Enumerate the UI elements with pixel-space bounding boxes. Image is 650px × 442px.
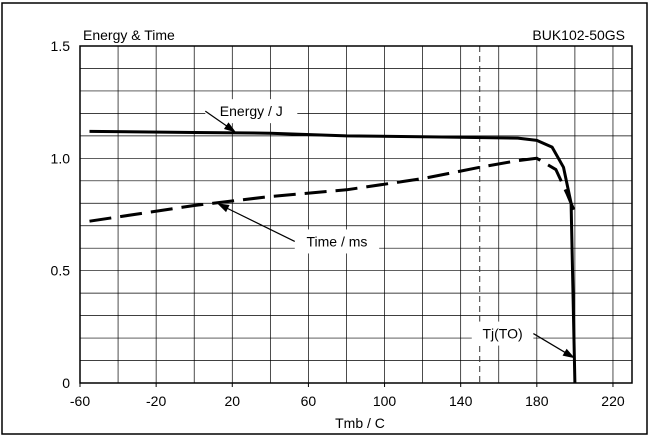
annotation-arrow-head xyxy=(223,122,237,133)
y-tick-label: 1.0 xyxy=(51,150,71,166)
chart-subtitle: BUK102-50GS xyxy=(532,27,625,43)
x-tick-label: 20 xyxy=(224,393,240,409)
series-line-energy-j xyxy=(89,129,577,384)
annotation-arrow-line xyxy=(224,206,296,242)
tick-label-layer: -60 -20 20 60 100 140 180 220 0 0.5 1.0 1.5 xyxy=(51,38,625,409)
y-tick-label: 1.5 xyxy=(51,38,71,54)
x-tick-label: -20 xyxy=(146,393,166,409)
x-tick-label: 60 xyxy=(301,393,317,409)
plot-border xyxy=(79,45,633,384)
outer-border xyxy=(1,2,648,435)
x-tick-label: -60 xyxy=(70,393,90,409)
annotation-box xyxy=(294,229,380,254)
annotation-box xyxy=(205,99,298,124)
y-tick-label: 0.5 xyxy=(51,263,71,279)
annotation-label: Tj(TO) xyxy=(482,326,522,342)
x-tick-label: 220 xyxy=(601,393,625,409)
chart-title: Energy & Time xyxy=(83,27,175,43)
annotation-label: Time / ms xyxy=(307,233,368,249)
annotation-arrow-line xyxy=(533,333,568,355)
annotation-layer: Energy / J Time / ms Tj(TO) xyxy=(204,99,575,359)
annotation-arrow-head xyxy=(217,203,230,213)
series-layer xyxy=(89,129,577,384)
y-tick-label: 0 xyxy=(62,375,70,391)
x-tick-label: 180 xyxy=(525,393,549,409)
x-tick-label: 100 xyxy=(373,393,397,409)
x-axis-label: Tmb / C xyxy=(335,415,385,431)
x-tick-label: 140 xyxy=(449,393,473,409)
annotation-arrow-head xyxy=(562,348,575,359)
annotation-arrow-line xyxy=(204,110,230,128)
series-line-time-ms xyxy=(89,156,577,223)
annotation-box xyxy=(471,321,534,346)
annotation-label: Energy / J xyxy=(220,103,283,119)
